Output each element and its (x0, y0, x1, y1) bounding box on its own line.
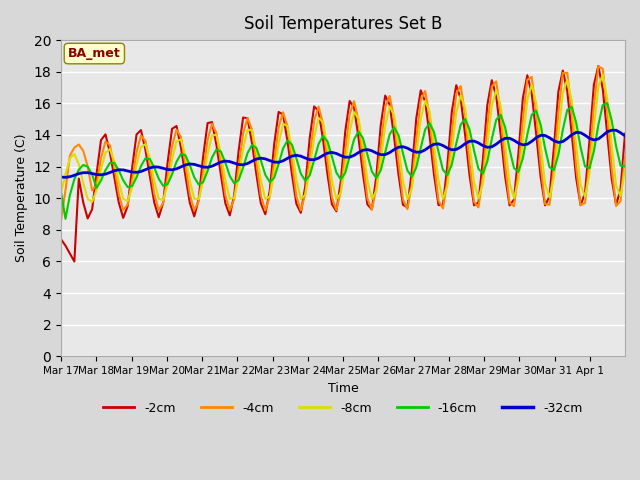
Title: Soil Temperatures Set B: Soil Temperatures Set B (244, 15, 442, 33)
Text: BA_met: BA_met (68, 47, 121, 60)
X-axis label: Time: Time (328, 382, 358, 395)
Y-axis label: Soil Temperature (C): Soil Temperature (C) (15, 134, 28, 263)
Legend: -2cm, -4cm, -8cm, -16cm, -32cm: -2cm, -4cm, -8cm, -16cm, -32cm (98, 396, 588, 420)
